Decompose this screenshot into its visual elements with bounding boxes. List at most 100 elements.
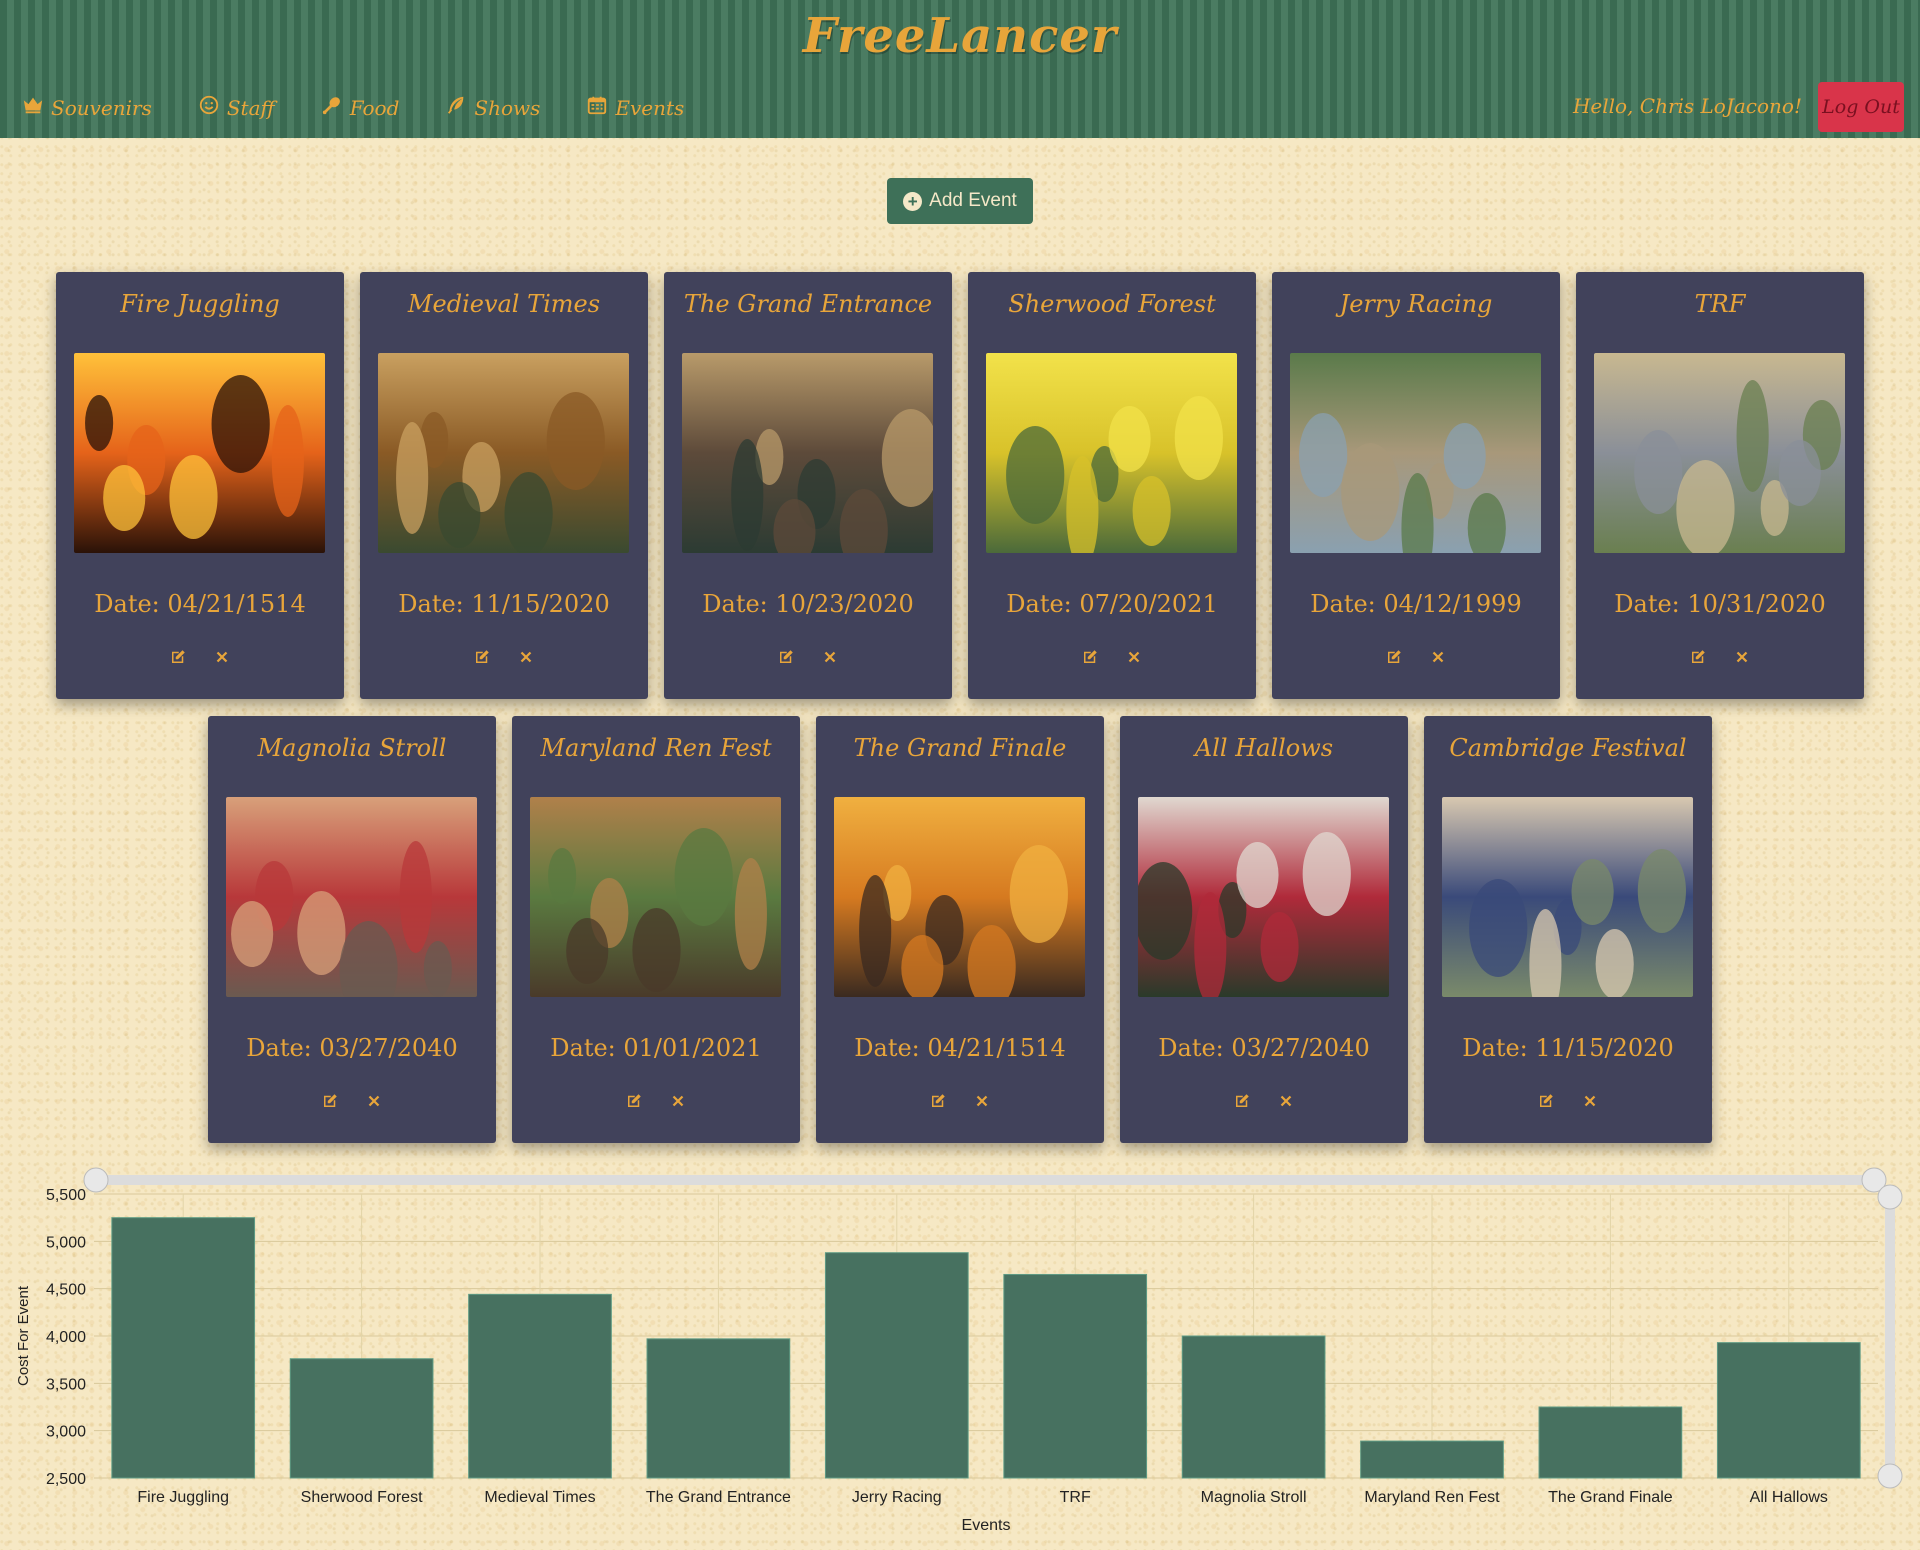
nav-item-staff[interactable]: Staff [198,94,275,121]
delete-icon[interactable] [213,648,231,666]
event-title: Maryland Ren Fest [540,734,772,762]
event-actions [360,648,648,666]
event-card: Medieval Times Date: 11/15/2020 [360,272,648,699]
event-actions [968,648,1256,666]
event-cost-chart: 2,500 3,000 3,500 4,000 4,500 5,000 5,500 Fire … [0,1166,1920,1550]
nav-label: Food [349,95,400,120]
event-title: TRF [1694,290,1746,318]
event-actions [1120,1092,1408,1110]
x-tick-label: Magnolia Stroll [1201,1489,1307,1506]
edit-icon[interactable] [777,648,795,666]
bar[interactable] [1181,1335,1326,1479]
event-actions [512,1092,800,1110]
bar[interactable] [1716,1342,1861,1479]
event-title: The Grand Entrance [683,290,933,318]
delete-icon[interactable] [365,1092,383,1110]
bar[interactable] [1538,1406,1683,1479]
bar[interactable] [468,1293,612,1479]
logout-button[interactable]: Log Out [1818,82,1904,132]
delete-icon[interactable] [1733,648,1751,666]
event-cards-row: Fire Juggling Date: 04/21/1514 Medieval Ti… [0,272,1920,699]
delete-icon[interactable] [821,648,839,666]
bar[interactable] [646,1338,791,1479]
x-tick-label: Jerry Racing [852,1489,942,1506]
edit-icon[interactable] [473,648,491,666]
nav-item-souvenirs[interactable]: Souvenirs [22,94,152,121]
edit-icon[interactable] [1689,648,1707,666]
event-card: The Grand Finale Date: 04/21/1514 [816,716,1104,1143]
edit-icon[interactable] [625,1092,643,1110]
x-tick-label: The Grand Finale [1548,1489,1673,1506]
event-date: Date: 10/31/2020 [1614,590,1826,618]
delete-icon[interactable] [973,1092,991,1110]
event-photo [378,353,629,553]
x-tick-label: All Hallows [1750,1489,1828,1506]
event-photo [1290,353,1541,553]
nav-item-events[interactable]: Events [586,94,684,121]
y-axis-title: Cost For Event [15,1285,32,1386]
edit-icon[interactable] [1233,1092,1251,1110]
delete-icon[interactable] [517,648,535,666]
x-tick-label: TRF [1060,1489,1091,1506]
nav-item-shows[interactable]: Shows [445,94,540,121]
nav-item-food[interactable]: Food [321,94,400,121]
event-actions [56,648,344,666]
y-tick-label: 3,000 [46,1424,86,1441]
brand-logo[interactable]: FreeLancer [802,8,1118,64]
event-card: Maryland Ren Fest Date: 01/01/2021 [512,716,800,1143]
y-tick-label: 4,500 [46,1282,86,1299]
bar[interactable] [1003,1273,1148,1479]
bar-chart: 2,500 3,000 3,500 4,000 4,500 5,000 5,500 Fire … [15,1167,1903,1534]
y-tick-label: 5,000 [46,1234,86,1251]
x-tick-label: The Grand Entrance [646,1489,791,1506]
event-card: Magnolia Stroll Date: 03/27/2040 [208,716,496,1143]
event-photo [834,797,1085,997]
nav-label: Staff [226,95,275,120]
edit-icon[interactable] [1385,648,1403,666]
event-date: Date: 11/15/2020 [1462,1034,1674,1062]
event-date: Date: 04/21/1514 [854,1034,1066,1062]
delete-icon[interactable] [1125,648,1143,666]
event-title: Magnolia Stroll [257,734,447,762]
delete-icon[interactable] [1277,1092,1295,1110]
delete-icon[interactable] [669,1092,687,1110]
event-card: Cambridge Festival Date: 11/15/2020 [1424,716,1712,1143]
delete-icon[interactable] [1581,1092,1599,1110]
x-tick-label: Maryland Ren Fest [1364,1489,1500,1506]
bar[interactable] [1360,1440,1504,1479]
event-date: Date: 03/27/2040 [246,1034,458,1062]
event-title: Jerry Racing [1339,290,1493,318]
smile-icon [198,94,220,121]
zoom-handle-left[interactable] [83,1167,109,1193]
drumstick-icon [321,94,343,121]
event-card: All Hallows Date: 03/27/2040 [1120,716,1408,1143]
event-date: Date: 10/23/2020 [702,590,914,618]
vertical-zoom-handle-bottom[interactable] [1877,1463,1903,1489]
zoom-handle-right[interactable] [1861,1167,1887,1193]
edit-icon[interactable] [1081,648,1099,666]
event-photo [986,353,1237,553]
nav-label: Souvenirs [51,95,152,120]
x-axis-title: Events [962,1517,1011,1534]
delete-icon[interactable] [1429,648,1447,666]
event-cards-row: Magnolia Stroll Date: 03/27/2040 Maryland … [0,716,1920,1143]
plus-circle-icon: + [903,191,923,211]
vertical-zoom-handle-top[interactable] [1877,1184,1903,1210]
edit-icon[interactable] [169,648,187,666]
bar[interactable] [289,1358,434,1479]
event-photo [74,353,325,553]
event-card: TRF Date: 10/31/2020 [1576,272,1864,699]
event-photo [226,797,477,997]
event-date: Date: 07/20/2021 [1006,590,1218,618]
edit-icon[interactable] [321,1092,339,1110]
bar[interactable] [824,1252,969,1479]
edit-icon[interactable] [929,1092,947,1110]
add-event-button[interactable]: + Add Event [887,178,1033,224]
nav-label: Shows [474,95,541,120]
event-actions [1576,648,1864,666]
event-title: Cambridge Festival [1449,734,1687,762]
event-date: Date: 11/15/2020 [398,590,610,618]
edit-icon[interactable] [1537,1092,1555,1110]
event-title: Sherwood Forest [1008,290,1216,318]
bar[interactable] [111,1217,256,1479]
